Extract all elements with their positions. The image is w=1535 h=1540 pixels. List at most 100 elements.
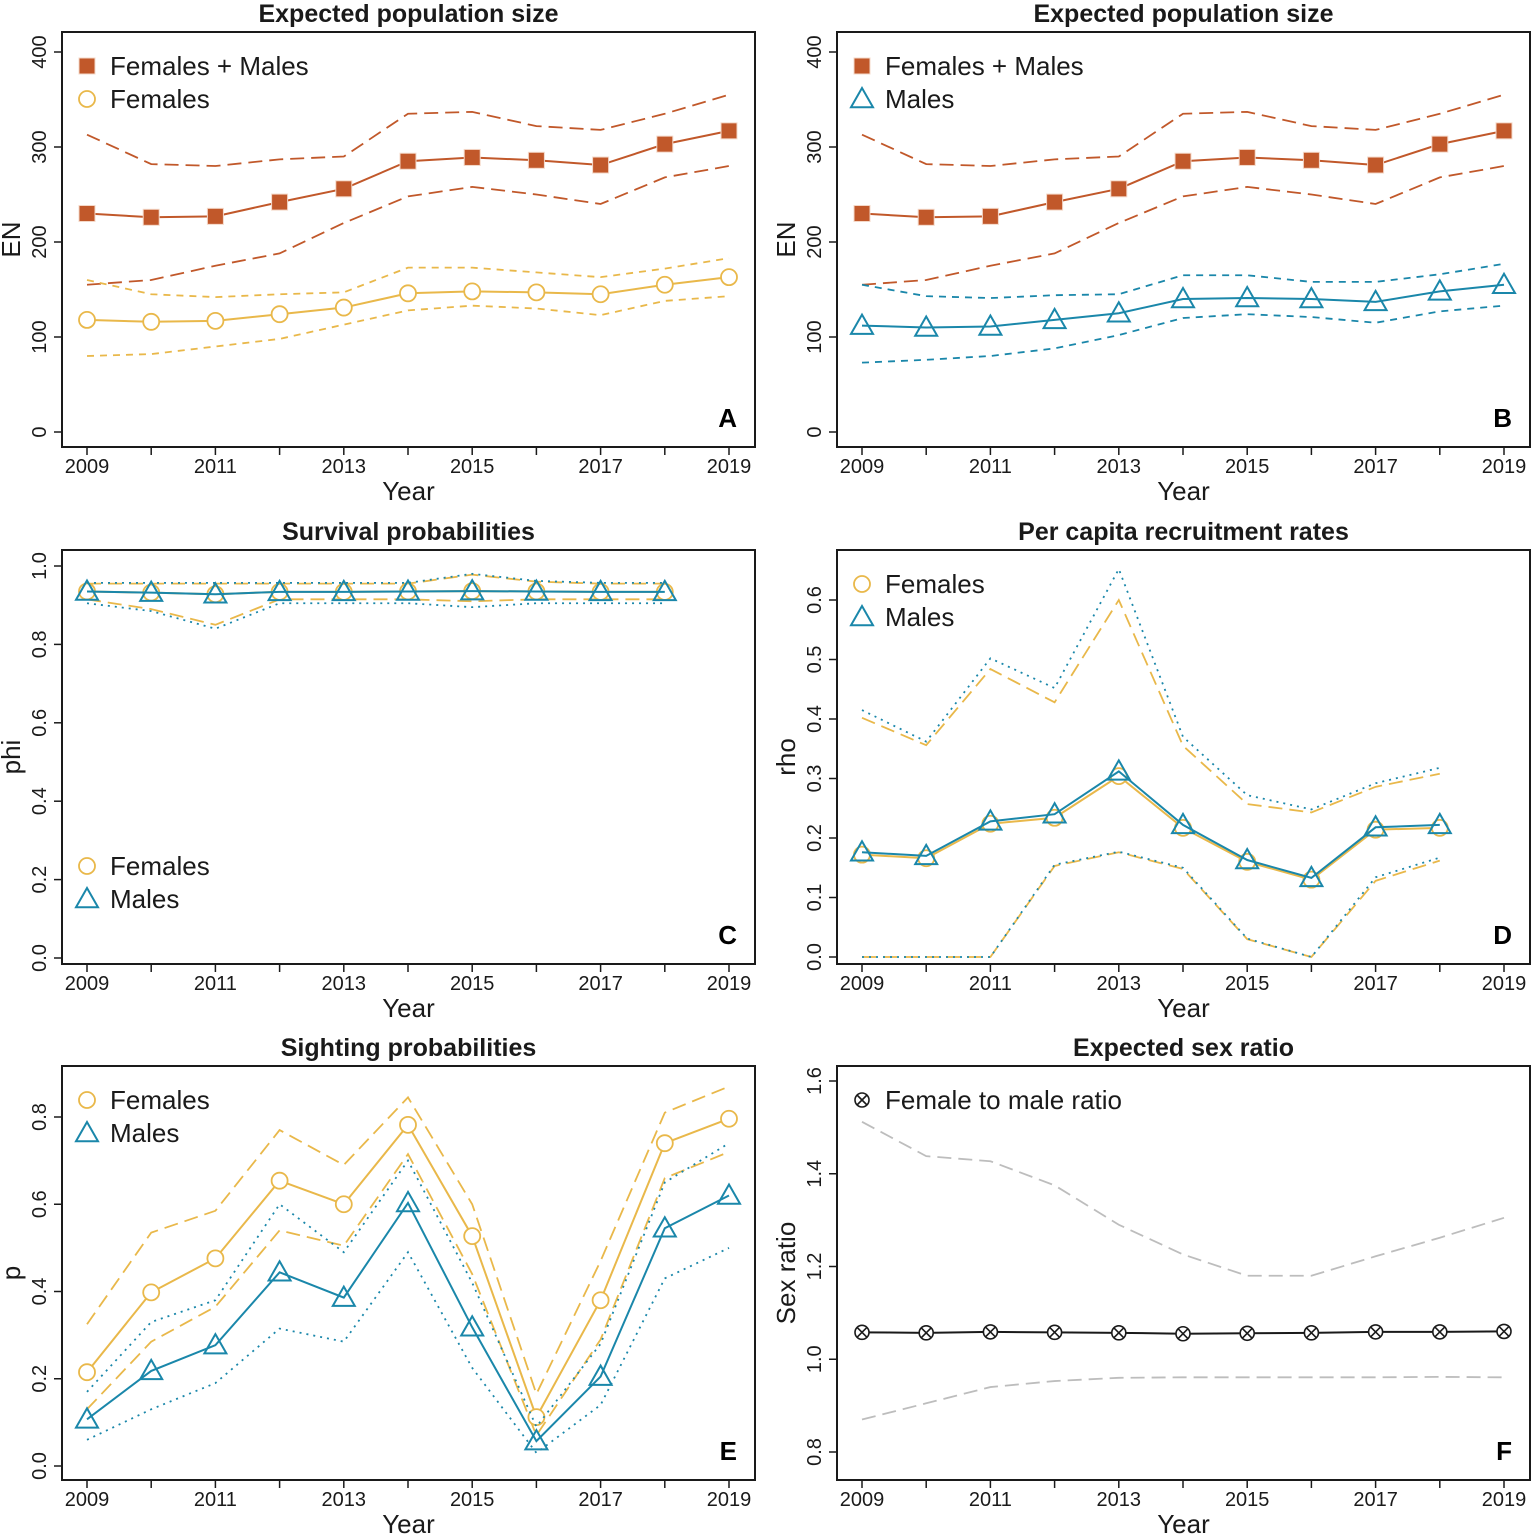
y-tick-label: 0.5 [804, 646, 826, 674]
y-tick-label: 0.2 [804, 824, 826, 852]
data-point [720, 1109, 738, 1128]
series-males [74, 1142, 742, 1455]
panel-c: Survival probabilities 2009 2011 2013 2015 20… [0, 518, 756, 1023]
data-point [1303, 1325, 1320, 1341]
series-line [86, 1117, 730, 1420]
series-line [86, 129, 730, 219]
x-tick-label: 2009 [65, 973, 110, 995]
data-point [1046, 1324, 1063, 1341]
data-point [78, 310, 96, 329]
ci-upper-line [861, 262, 1505, 299]
series-line [86, 590, 665, 596]
series-females-males [78, 93, 738, 286]
data-point [1427, 811, 1453, 835]
data-point [395, 1189, 421, 1213]
ci-lower-line [86, 295, 730, 357]
x-tick-label: 2017 [1353, 456, 1398, 478]
x-axis-label: Year [382, 476, 435, 506]
x-tick-label: 2011 [194, 1489, 237, 1511]
plot-frame [836, 1065, 1531, 1481]
marker-cross-b [984, 1326, 996, 1338]
y-axis-label: Sex ratio [771, 1222, 801, 1325]
y-tick-label: 0.1 [804, 884, 826, 912]
data-point [395, 578, 421, 601]
chart-title: Expected population size [258, 0, 558, 28]
y-tick-label: 200 [804, 225, 826, 258]
data-point [331, 1284, 357, 1307]
ci-lower-line [86, 598, 665, 626]
legend-label: Males [885, 84, 954, 114]
ci-upper-line [86, 257, 730, 299]
legend-item: Males [74, 884, 179, 914]
data-point [1110, 180, 1128, 198]
data-point [655, 1134, 674, 1153]
chart-title: Survival probabilities [282, 518, 535, 546]
y-axis-label: p [0, 1266, 26, 1280]
data-point [74, 1406, 100, 1429]
y-tick-label: 0.4 [29, 787, 51, 815]
marker-cross-b [856, 1094, 868, 1106]
series-line [861, 283, 1505, 329]
data-point [138, 579, 164, 602]
legend-label: Females [110, 1085, 210, 1115]
chart-title: Sighting probabilities [281, 1034, 537, 1062]
data-point [334, 298, 353, 317]
data-point [1175, 1325, 1191, 1342]
x-tick-label: 2013 [1097, 1489, 1142, 1511]
data-point [913, 842, 939, 866]
y-tick-label: 0.4 [804, 705, 826, 733]
data-point [977, 313, 1004, 336]
data-point [463, 1227, 482, 1245]
series-females [853, 598, 1449, 959]
data-point [1041, 801, 1068, 824]
data-point [1495, 122, 1513, 140]
x-tick-label: 2011 [969, 973, 1012, 995]
series-females-males [853, 93, 1513, 286]
data-point [270, 305, 289, 324]
legend-label: Females [110, 84, 210, 114]
x-axis-label: Year [382, 993, 435, 1023]
data-point [142, 208, 160, 226]
y-tick-label: 0.8 [804, 1438, 826, 1466]
legend-marker-icon [78, 857, 96, 875]
data-point [523, 578, 550, 601]
y-tick-label: 100 [804, 320, 826, 353]
data-point [527, 283, 546, 302]
x-axis-label: Year [1157, 993, 1210, 1023]
data-point [459, 578, 485, 601]
y-tick-label: 0.6 [804, 586, 826, 614]
legend-label: Females [110, 851, 210, 881]
panel-letter: B [1493, 403, 1512, 433]
x-tick-label: 2013 [322, 456, 367, 478]
ci-upper-line [861, 566, 1441, 811]
y-tick-label: 1.4 [804, 1160, 826, 1188]
legend-item: Females [78, 851, 210, 881]
data-point [334, 1195, 353, 1214]
x-tick-label: 2015 [450, 456, 495, 478]
data-point [981, 207, 999, 225]
series-female-to-male-ratio [854, 1121, 1512, 1421]
y-tick-label: 0.8 [29, 1103, 51, 1131]
ci-lower-line [86, 1151, 730, 1438]
ci-upper-line [86, 1085, 730, 1397]
x-tick-label: 2019 [707, 1489, 752, 1511]
data-point [587, 1363, 614, 1386]
ci-lower-line [861, 304, 1505, 364]
data-point [1298, 285, 1325, 309]
data-point [849, 839, 875, 862]
legend-marker-icon [74, 1119, 100, 1143]
x-tick-label: 2011 [969, 1489, 1012, 1511]
x-tick-label: 2019 [707, 973, 752, 995]
x-tick-label: 2019 [1482, 973, 1527, 995]
x-tick-label: 2019 [1482, 1489, 1527, 1511]
data-point [142, 312, 161, 331]
data-point [266, 1259, 293, 1282]
x-axis-label: Year [1157, 476, 1210, 506]
legend-item: Females + Males [853, 51, 1084, 81]
legend-marker-icon [78, 90, 96, 108]
legend-item: Females [78, 1085, 210, 1115]
series-females [78, 257, 738, 357]
data-point [1041, 306, 1068, 330]
series-females [78, 1085, 738, 1438]
data-point [1367, 1324, 1384, 1340]
